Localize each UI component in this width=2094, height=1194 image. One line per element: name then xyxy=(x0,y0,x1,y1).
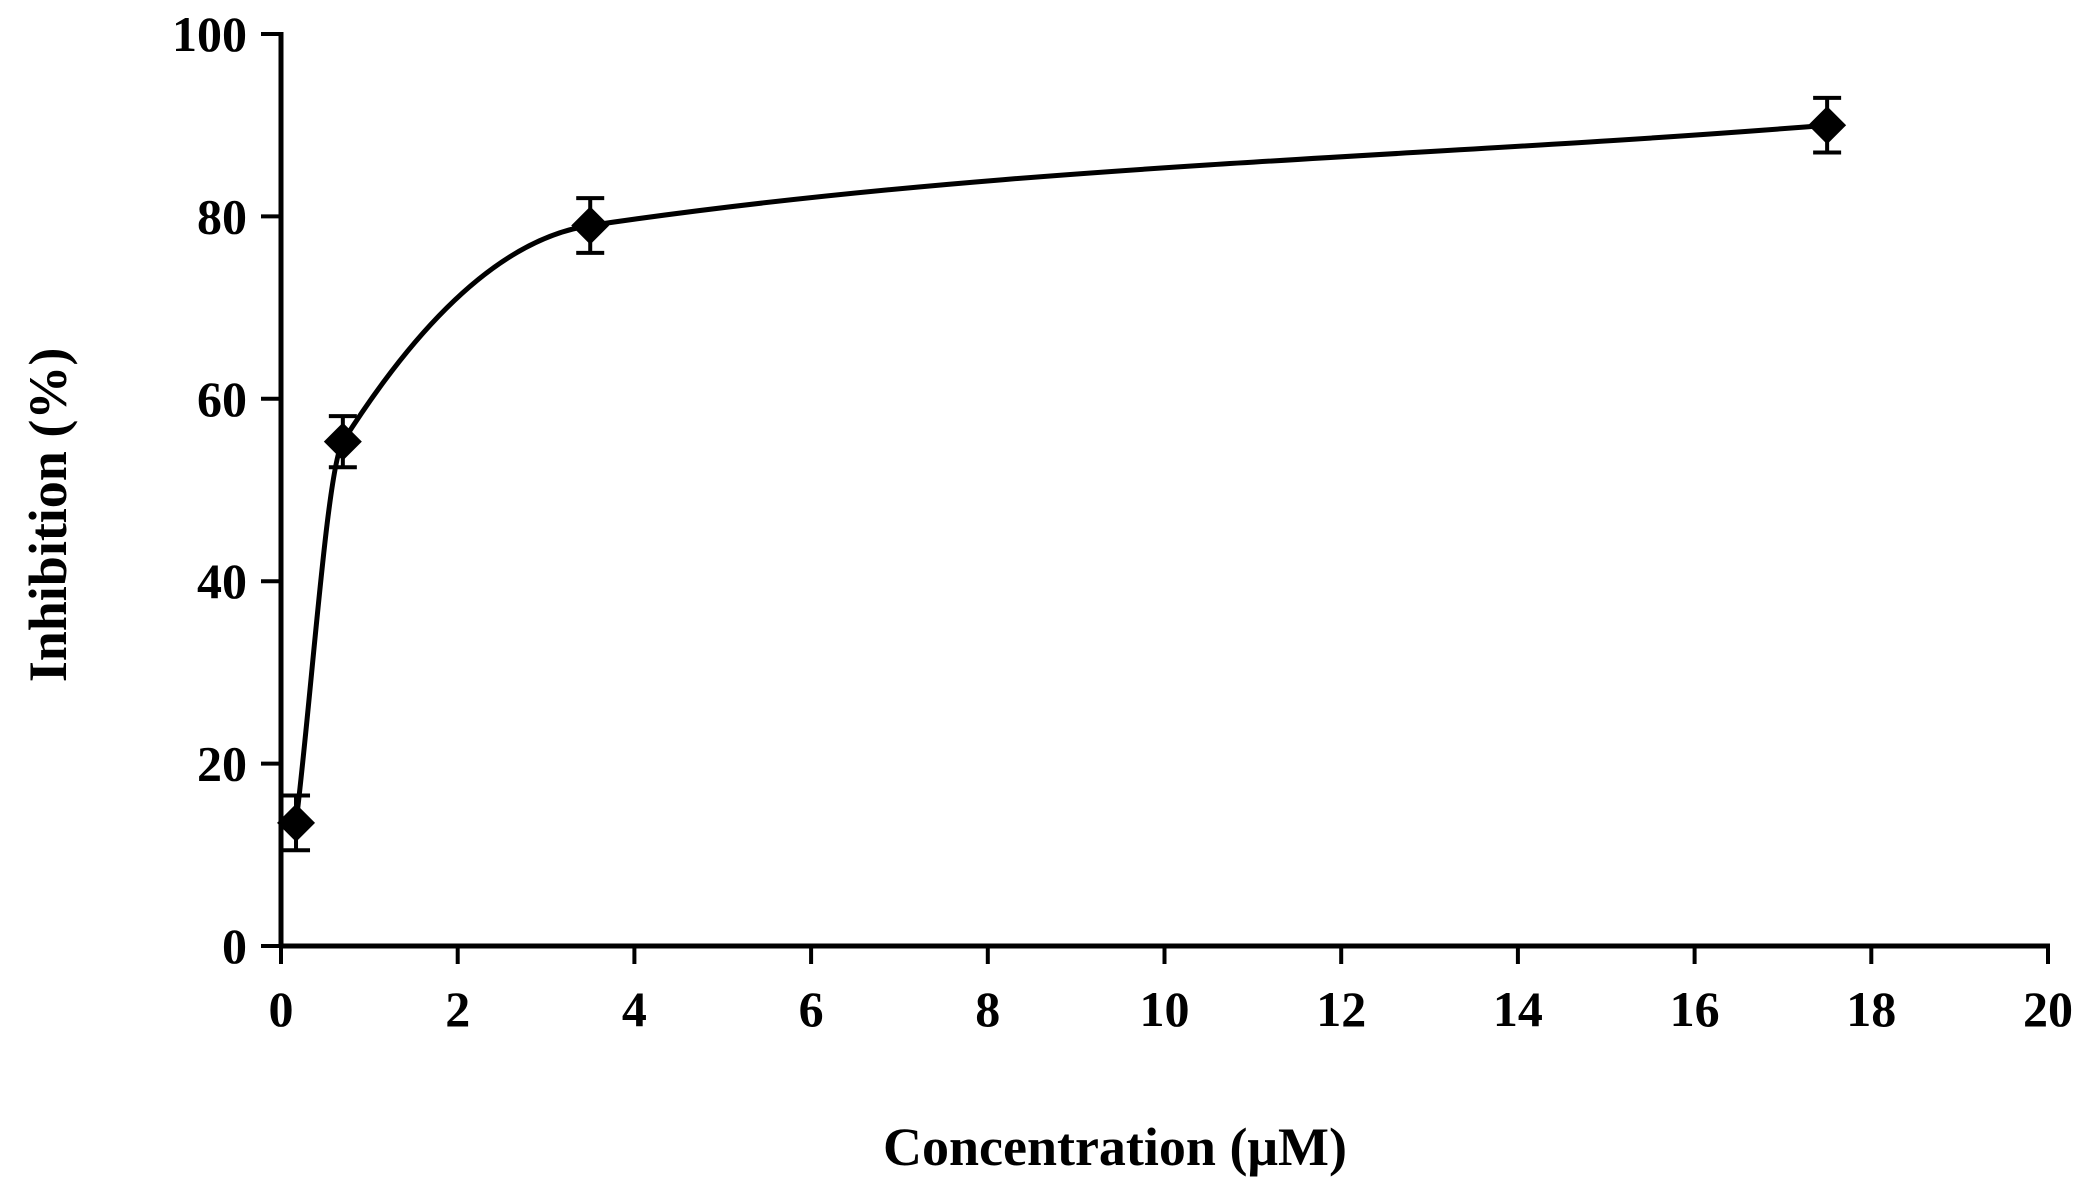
y-tick-label: 100 xyxy=(172,6,247,62)
x-axis-title: Concentration (μM) xyxy=(883,1117,1347,1177)
error-bars xyxy=(282,95,1842,853)
y-tick-label: 80 xyxy=(197,188,247,244)
x-tick-label: 18 xyxy=(1846,981,1896,1037)
fitted-curve xyxy=(293,122,1828,824)
x-tick-label: 14 xyxy=(1493,981,1543,1037)
y-tick-label: 0 xyxy=(222,918,247,974)
data-point-marker xyxy=(323,422,362,461)
x-tick-label: 16 xyxy=(1670,981,1720,1037)
y-tick-label: 40 xyxy=(197,553,247,609)
x-tick-label: 0 xyxy=(269,981,294,1037)
x-axis-ticks: 0 2 4 6 8 10 12 14 16 18 20 xyxy=(269,946,2073,1037)
x-tick-label: 6 xyxy=(799,981,824,1037)
x-tick-label: 2 xyxy=(445,981,470,1037)
y-tick-label: 60 xyxy=(197,371,247,427)
y-axis-ticks: 0 20 40 60 80 100 xyxy=(172,6,281,974)
x-tick-label: 4 xyxy=(622,981,647,1037)
data-point-marker xyxy=(1808,106,1847,145)
data-markers xyxy=(277,106,1847,842)
x-tick-label: 20 xyxy=(2023,981,2073,1037)
data-point-marker xyxy=(571,206,610,245)
y-tick-label: 20 xyxy=(197,736,247,792)
x-tick-label: 8 xyxy=(975,981,1000,1037)
data-point-marker xyxy=(277,803,316,842)
y-axis-title: Inhibition (%) xyxy=(18,348,78,683)
x-tick-label: 12 xyxy=(1316,981,1366,1037)
x-tick-label: 10 xyxy=(1140,981,1190,1037)
